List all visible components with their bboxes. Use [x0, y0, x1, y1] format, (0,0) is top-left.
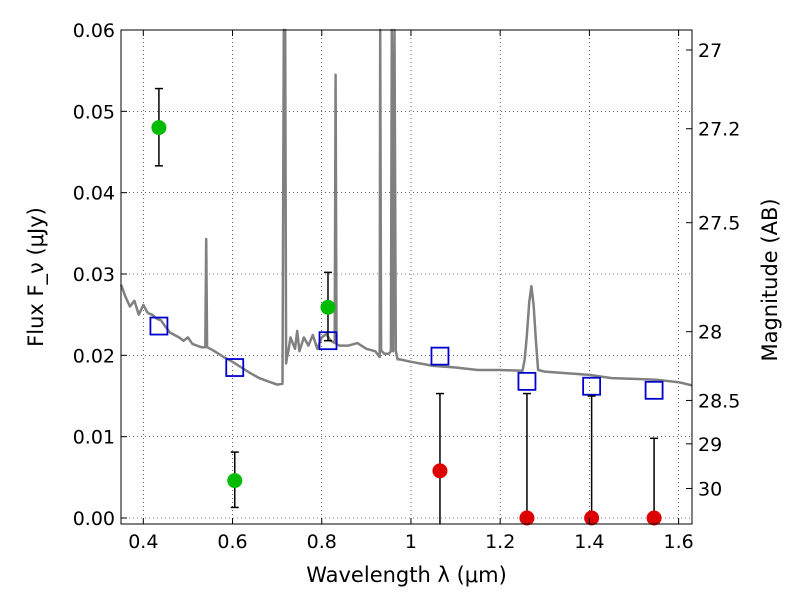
- mag-tick-label: 27: [698, 40, 722, 62]
- detection-point: [151, 120, 167, 136]
- mag-tick-label: 28.5: [698, 390, 740, 412]
- model-photometry-marker: [225, 358, 245, 377]
- x-tick-label: 0.6: [217, 531, 247, 553]
- y-tick-label: 0.06: [73, 20, 115, 42]
- model-photometry-marker: [149, 316, 169, 336]
- mag-tick-label: 30: [698, 478, 722, 500]
- model-spectrum-line: [119, 28, 693, 387]
- x-tick-label: 1.6: [664, 531, 694, 553]
- series-layer: [119, 28, 693, 526]
- non-detection-point: [519, 510, 535, 526]
- mag-tick-label: 27.2: [698, 119, 740, 141]
- detection-point: [227, 473, 243, 489]
- y-tick-label: 0.00: [73, 508, 115, 530]
- y-tick-label: 0.03: [73, 264, 115, 286]
- non-detection-point: [646, 510, 662, 526]
- non-detection-point: [432, 463, 448, 479]
- x-tick-label: 1.4: [574, 531, 604, 553]
- x-tick-label: 0.4: [128, 531, 158, 553]
- y-axis-label-right: Magnitude (AB): [758, 198, 782, 361]
- non-detection-point: [584, 510, 600, 526]
- mag-tick-label: 29: [698, 434, 722, 456]
- y-axis-label-left: Flux F_ν (μJy): [24, 207, 49, 347]
- mag-tick-label: 28: [698, 322, 722, 344]
- y-tick-label: 0.04: [73, 183, 115, 205]
- y-tick-label: 0.01: [73, 427, 115, 449]
- model-photometry-marker: [430, 346, 450, 366]
- x-axis-label: Wavelength λ (μm): [306, 563, 507, 587]
- plot-frame: [120, 29, 693, 525]
- model-photometry-marker: [582, 376, 602, 396]
- x-tick-label: 1: [405, 531, 417, 553]
- x-tick-label: 0.8: [307, 531, 337, 553]
- detection-point: [320, 299, 336, 315]
- tick-layer: 0.4 0.6 0.8 1 1.2 1.4 1.6 0.00 0.01 0.02 0.03 0.04 0…: [73, 20, 741, 553]
- x-tick-label: 1.2: [485, 531, 515, 553]
- model-photometry-marker: [644, 380, 664, 400]
- model-photometry-marker: [517, 371, 537, 391]
- y-tick-label: 0.05: [73, 101, 115, 123]
- mag-tick-label: 27.5: [698, 213, 740, 235]
- y-tick-label: 0.02: [73, 345, 115, 367]
